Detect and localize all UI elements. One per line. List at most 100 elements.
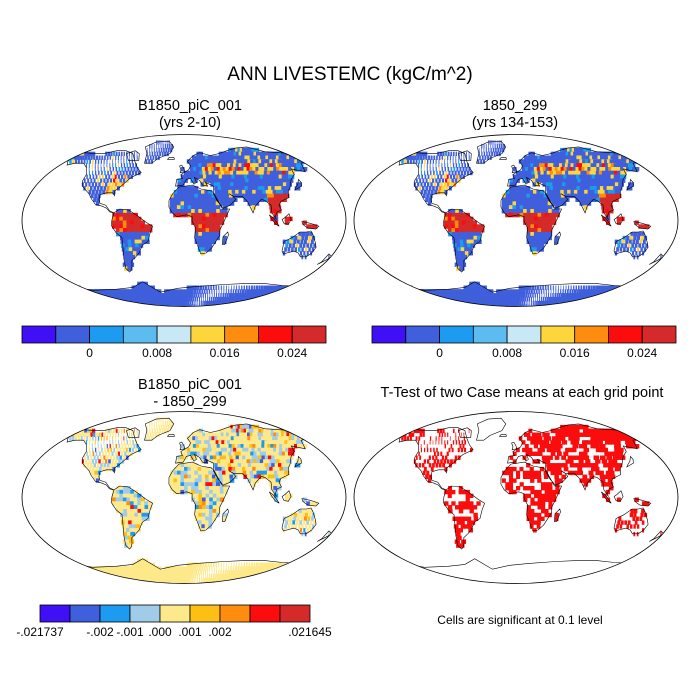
colorbar-tick-label: 0.008 bbox=[142, 346, 172, 360]
grid-cell bbox=[191, 205, 196, 210]
colorbar-swatch bbox=[69, 604, 101, 623]
grid-cell bbox=[471, 281, 478, 287]
grid-cell bbox=[190, 573, 193, 579]
grid-cell bbox=[232, 163, 239, 168]
grid-cell bbox=[596, 440, 603, 445]
grid-cell bbox=[540, 447, 545, 453]
grid-cell bbox=[76, 432, 80, 437]
grid-cell bbox=[208, 205, 214, 210]
grid-cell bbox=[463, 243, 469, 248]
grid-cell bbox=[88, 167, 90, 172]
grid-cell bbox=[131, 243, 137, 248]
grid-cell bbox=[266, 573, 275, 579]
grid-cell bbox=[444, 440, 446, 445]
colorbar-swatch bbox=[39, 604, 71, 623]
grid-cell bbox=[513, 167, 517, 172]
grid-cell bbox=[406, 159, 410, 164]
grid-cell bbox=[153, 424, 155, 430]
grid-cell bbox=[582, 197, 588, 202]
grid-cell bbox=[168, 417, 170, 422]
grid-cell bbox=[607, 478, 613, 483]
grid-cell bbox=[626, 155, 636, 160]
grid-cell bbox=[576, 463, 582, 468]
grid-cell bbox=[447, 159, 448, 164]
grid-cell bbox=[132, 528, 138, 533]
grid-cell bbox=[222, 159, 228, 164]
colorbar-swatch bbox=[249, 604, 281, 623]
grid-cell bbox=[196, 289, 199, 294]
grid-cell bbox=[640, 247, 643, 252]
grid-cell bbox=[206, 178, 211, 183]
grid-cell bbox=[171, 573, 175, 579]
grid-cell bbox=[207, 163, 212, 168]
grid-cell bbox=[460, 170, 463, 176]
grid-cell bbox=[115, 228, 121, 233]
grid-cell bbox=[466, 235, 471, 241]
grid-cell bbox=[112, 440, 114, 445]
grid-cell bbox=[240, 451, 246, 456]
grid-cell bbox=[612, 193, 618, 199]
grid-cell bbox=[458, 224, 463, 229]
grid-cell bbox=[438, 440, 440, 445]
panel-title-case1-line2: (yrs 2-10) bbox=[158, 115, 222, 131]
grid-cell bbox=[251, 424, 260, 430]
grid-cell bbox=[243, 174, 250, 179]
grid-cell bbox=[181, 566, 185, 571]
colorbar-swatch bbox=[257, 325, 293, 344]
grid-cell bbox=[206, 566, 208, 571]
grid-cell bbox=[205, 573, 206, 579]
grid-cell bbox=[194, 205, 199, 210]
grid-cell bbox=[107, 300, 120, 306]
grid-cell bbox=[94, 440, 96, 445]
grid-cell bbox=[267, 455, 274, 460]
grid-cell bbox=[133, 444, 136, 449]
grid-cell bbox=[293, 285, 298, 290]
grid-cell bbox=[230, 447, 235, 453]
grid-cell bbox=[205, 516, 210, 521]
grid-cell bbox=[462, 216, 467, 222]
grid-cell bbox=[204, 193, 209, 199]
grid-cell bbox=[205, 489, 210, 495]
grid-cell bbox=[201, 566, 204, 571]
grid-cell bbox=[187, 186, 192, 191]
grid-cell bbox=[301, 512, 305, 518]
grid-cell bbox=[266, 182, 272, 187]
grid-cell bbox=[244, 289, 247, 294]
grid-cell bbox=[228, 174, 233, 179]
grid-cell bbox=[548, 209, 553, 214]
grid-cell bbox=[282, 182, 289, 187]
grid-cell bbox=[571, 193, 576, 199]
grid-cell bbox=[239, 566, 242, 571]
grid-cell bbox=[524, 159, 529, 164]
grid-cell bbox=[166, 289, 171, 294]
grid-cell bbox=[137, 493, 142, 499]
grid-cell bbox=[93, 463, 96, 468]
grid-cell bbox=[122, 251, 128, 256]
grid-cell bbox=[102, 466, 106, 472]
grid-cell bbox=[420, 167, 422, 172]
grid-cell bbox=[256, 285, 259, 290]
grid-cell bbox=[419, 155, 423, 160]
grid-cell bbox=[539, 155, 545, 160]
grid-cell bbox=[526, 189, 531, 195]
grid-cell bbox=[530, 205, 535, 210]
grid-cell bbox=[508, 289, 512, 294]
grid-cell bbox=[460, 247, 466, 252]
colorbar-swatch bbox=[540, 325, 576, 344]
grid-cell bbox=[187, 482, 192, 487]
grid-cell bbox=[220, 296, 224, 302]
grid-cell bbox=[130, 512, 136, 518]
grid-cell bbox=[131, 155, 133, 160]
grid-cell bbox=[98, 174, 101, 179]
grid-cell bbox=[80, 159, 83, 164]
grid-cell bbox=[530, 489, 535, 495]
grid-cell bbox=[546, 300, 550, 306]
grid-cell bbox=[413, 459, 416, 464]
grid-cell bbox=[186, 159, 191, 164]
grid-cell bbox=[298, 232, 302, 237]
grid-cell bbox=[92, 189, 95, 195]
grid-cell bbox=[472, 228, 478, 233]
grid-cell bbox=[567, 293, 570, 298]
grid-cell bbox=[95, 182, 98, 187]
grid-cell bbox=[248, 189, 254, 195]
